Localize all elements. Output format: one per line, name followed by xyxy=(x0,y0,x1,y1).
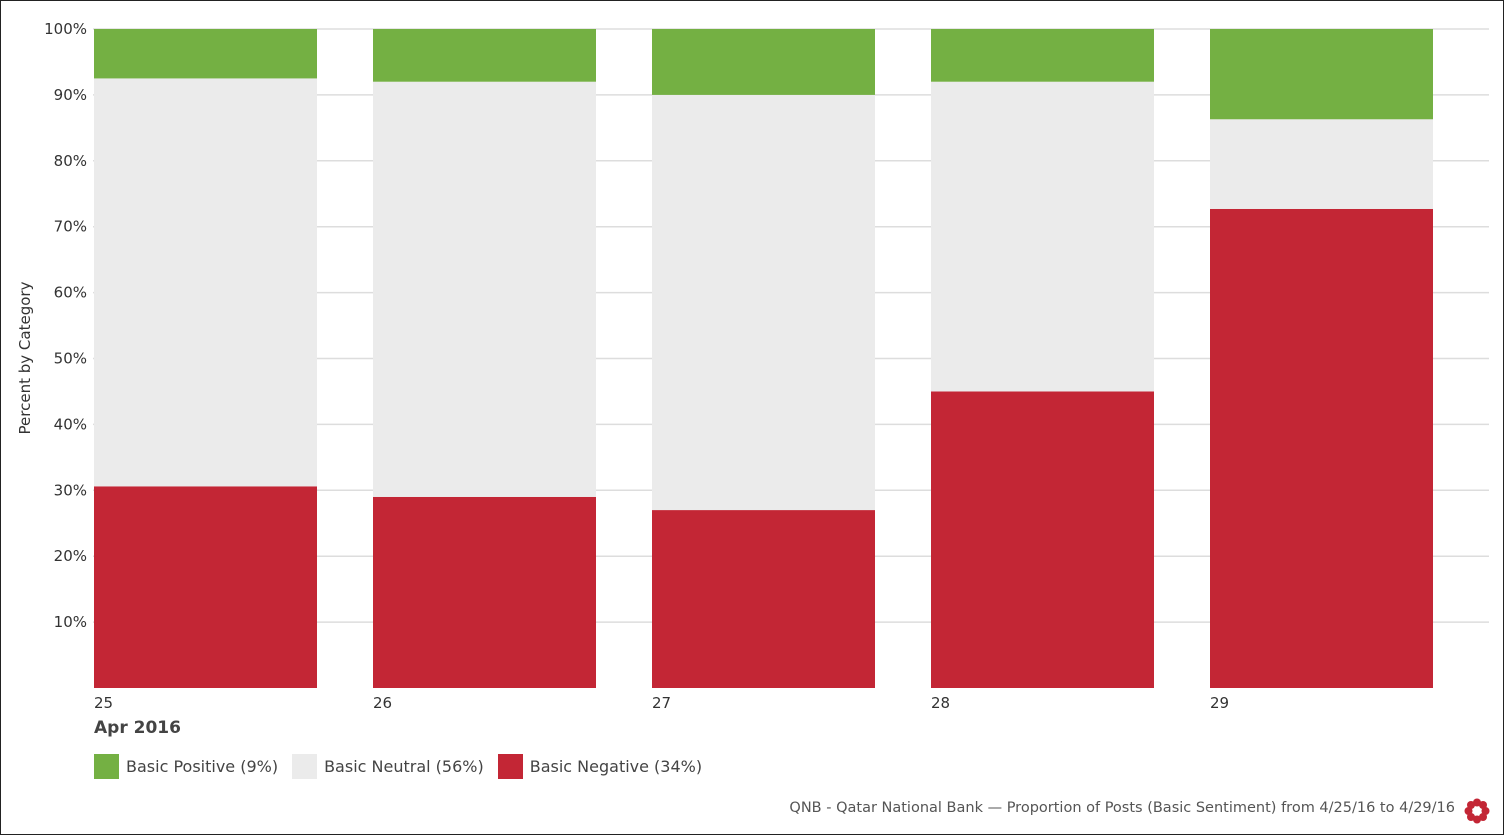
x-tick-label: 28 xyxy=(931,694,950,712)
legend-label: Basic Positive (9%) xyxy=(126,756,279,776)
bar-segment[interactable] xyxy=(373,29,596,82)
y-tick-label: 50% xyxy=(54,350,87,368)
y-tick-label: 60% xyxy=(54,284,87,302)
bar-segment[interactable] xyxy=(94,78,317,487)
y-axis-ticks: 10% 20% 30% 40% 50% 60% 70% 80% 90% 100% xyxy=(44,20,87,631)
bar-segment[interactable] xyxy=(652,510,875,688)
bar-segment[interactable] xyxy=(373,81,596,497)
bars xyxy=(94,29,1433,689)
bar-segment[interactable] xyxy=(94,486,317,688)
legend: Basic Positive (9%) Basic Neutral (56%) Ba… xyxy=(94,753,702,779)
y-tick-label: 100% xyxy=(44,20,87,38)
bar-segment[interactable] xyxy=(1210,119,1433,209)
y-tick-label: 90% xyxy=(54,86,87,104)
legend-swatch xyxy=(497,753,523,779)
bar-segment[interactable] xyxy=(94,29,317,79)
bar-segment[interactable] xyxy=(931,81,1154,392)
x-tick-label: 25 xyxy=(94,694,113,712)
legend-item[interactable]: Basic Neutral (56%) xyxy=(292,753,484,779)
legend-label: Basic Negative (34%) xyxy=(529,756,703,776)
flower-logo-icon xyxy=(1464,798,1490,824)
bar-segment[interactable] xyxy=(373,496,596,688)
y-tick-label: 70% xyxy=(54,218,87,236)
y-tick-label: 30% xyxy=(54,481,87,499)
y-axis-title: Percent by Category xyxy=(16,281,34,434)
legend-swatch xyxy=(292,753,318,779)
chart-caption: QNB - Qatar National Bank — Proportion o… xyxy=(789,800,1455,816)
bar-segment[interactable] xyxy=(1210,29,1433,120)
bar-segment[interactable] xyxy=(931,29,1154,82)
x-tick-label: 26 xyxy=(373,694,392,712)
y-tick-label: 80% xyxy=(54,152,87,170)
bar-segment[interactable] xyxy=(931,391,1154,688)
x-tick-label: 27 xyxy=(652,694,671,712)
legend-swatch xyxy=(94,753,119,779)
x-axis-ticks: 25 26 27 28 29 xyxy=(94,694,1229,712)
y-tick-label: 10% xyxy=(54,613,87,631)
bar-segment[interactable] xyxy=(652,94,875,511)
legend-item[interactable]: Basic Positive (9%) xyxy=(94,753,279,779)
legend-item[interactable]: Basic Negative (34%) xyxy=(497,753,703,779)
legend-label: Basic Neutral (56%) xyxy=(324,756,484,776)
y-tick-label: 20% xyxy=(54,547,87,565)
bar-segment[interactable] xyxy=(1210,208,1433,689)
x-tick-label: 29 xyxy=(1210,694,1229,712)
y-tick-label: 40% xyxy=(54,415,87,433)
x-axis-group-label: Apr 2016 xyxy=(94,718,181,738)
bar-segment[interactable] xyxy=(652,29,875,95)
